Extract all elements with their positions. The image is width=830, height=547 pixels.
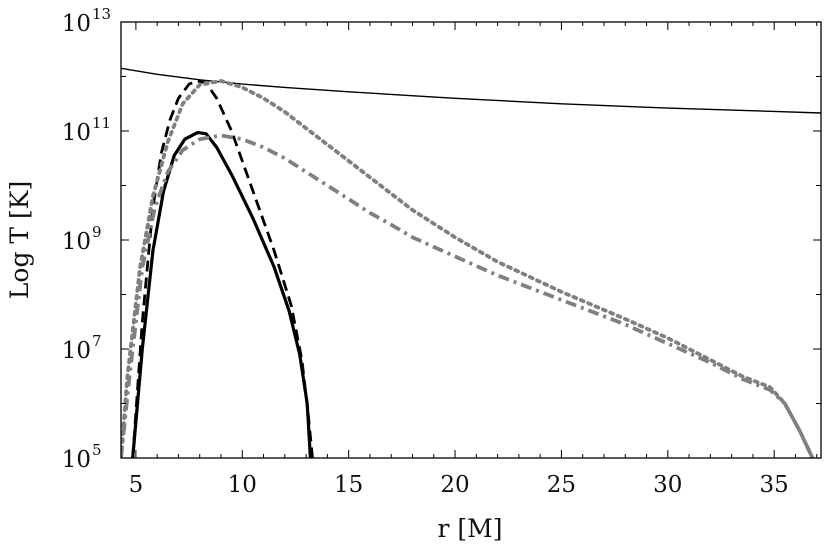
- y-tick-exponent: 13: [92, 5, 111, 23]
- x-tick-label: 35: [760, 472, 789, 498]
- y-tick-label: 10: [62, 338, 91, 364]
- y-tick-exponent: 5: [92, 441, 102, 459]
- y-tick-label: 10: [62, 11, 91, 37]
- y-tick-label: 10: [62, 120, 91, 146]
- x-tick-label: 15: [334, 472, 363, 498]
- y-tick-exponent: 11: [92, 114, 111, 132]
- series-line-solid-thick: [131, 131, 312, 458]
- x-tick-label: 5: [129, 472, 144, 498]
- series-line-dotted: [121, 79, 815, 458]
- x-tick-label: 25: [547, 472, 576, 498]
- y-tick-exponent: 9: [92, 223, 102, 241]
- y-tick-label: 10: [62, 447, 91, 473]
- x-tick-label: 10: [228, 472, 257, 498]
- plot-frame: [120, 21, 822, 459]
- series-line-solid-thin: [121, 67, 821, 114]
- x-axis-title: r [M]: [437, 514, 502, 543]
- x-tick-label: 20: [440, 472, 469, 498]
- y-tick-exponent: 7: [92, 332, 102, 350]
- series-line-dash-dot: [121, 133, 815, 458]
- y-axis-title: Log T [K]: [5, 181, 34, 299]
- y-tick-label: 10: [62, 229, 91, 255]
- series-layer: [121, 67, 821, 458]
- x-tick-label: 30: [653, 472, 682, 498]
